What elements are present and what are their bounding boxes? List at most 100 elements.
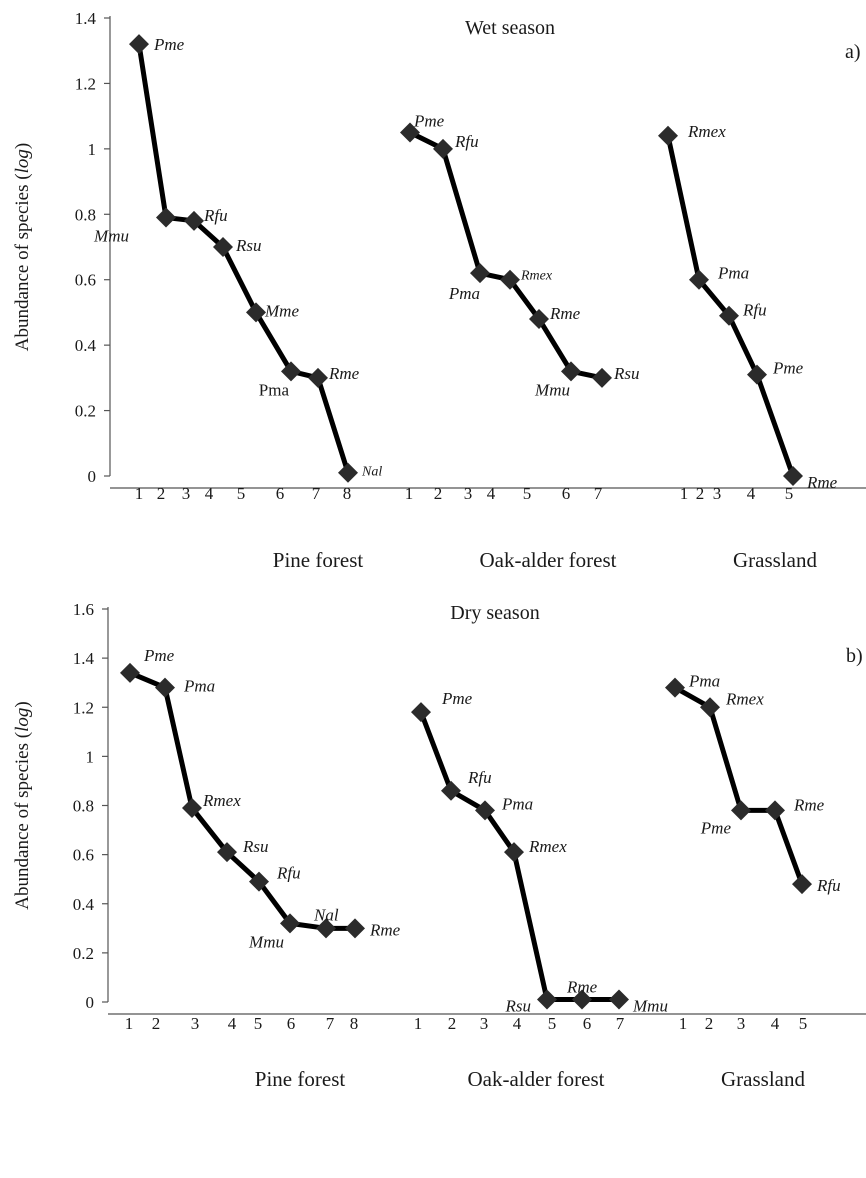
data-point-marker [345, 918, 365, 939]
data-point-marker [792, 874, 812, 895]
data-point-marker [475, 800, 495, 821]
group-label: Pine forest [273, 548, 364, 572]
x-tick-label: 2 [696, 484, 705, 503]
x-tick-label: 5 [785, 484, 794, 503]
data-point-marker [246, 302, 266, 323]
data-point-marker [120, 662, 140, 683]
x-tick-label: 1 [135, 484, 144, 503]
data-point-label: Rfu [276, 864, 301, 883]
data-point-label: Rsu [505, 997, 532, 1016]
data-point-marker [572, 989, 592, 1010]
series-line [673, 685, 805, 885]
y-tick-label: 1.6 [73, 600, 94, 619]
data-point-label: Nal [313, 905, 339, 924]
data-point-marker [441, 780, 461, 801]
data-point-marker [500, 269, 520, 290]
series-pine-forest: 1 2 3 4 5 6 7 8 Pine forest Pme Pma Rmex Rsu Rfu Mmu Na… [120, 646, 401, 1091]
y-tick-label: 0.4 [75, 336, 97, 355]
x-tick-label: 3 [713, 484, 722, 503]
data-point-label: Pma [717, 264, 749, 283]
x-tick-label: 3 [480, 1014, 489, 1033]
data-point-label: Rme [549, 304, 581, 323]
data-point-marker [280, 913, 300, 934]
data-point-label: Rme [328, 364, 360, 383]
data-point-label: Pma [259, 380, 290, 399]
y-axis-label-close: ) [12, 701, 33, 707]
chart-panel-b: 0 0.2 0.4 0.6 0.8 1 1.2 1.4 1.6 Abundance of spec… [12, 600, 866, 1091]
y-axis-label-main: Abundance of species ( [12, 732, 33, 910]
data-point-marker [213, 237, 233, 257]
data-point-marker [700, 697, 720, 718]
data-point-label: Pma [501, 794, 533, 813]
data-point-marker [411, 702, 431, 723]
y-tick-label: 0.4 [73, 895, 95, 914]
y-axis-label: Abundance of species (log) [12, 143, 33, 351]
group-label: Pine forest [255, 1067, 346, 1091]
x-tick-label: 6 [287, 1014, 296, 1033]
data-point-marker [765, 800, 785, 821]
data-point-marker [156, 207, 176, 228]
data-point-marker [217, 842, 237, 863]
y-tick-label: 0.2 [73, 944, 94, 963]
x-tick-label: 1 [680, 484, 689, 503]
x-tick-label: 4 [228, 1014, 237, 1033]
data-point-marker [689, 269, 709, 290]
data-point-label: Pme [153, 35, 185, 54]
data-point-marker [592, 367, 612, 388]
data-point-label: Mmu [632, 997, 668, 1016]
x-tick-label: 5 [799, 1014, 808, 1033]
x-tick-label: 7 [616, 1014, 625, 1033]
data-point-label: Rme [793, 795, 825, 814]
x-tick-label: 2 [448, 1014, 457, 1033]
x-tick-label: 1 [405, 484, 414, 503]
data-point-marker [281, 361, 301, 382]
data-point-label: Rmex [528, 837, 567, 856]
group-label: Grassland [721, 1067, 805, 1091]
data-point-label: Rfu [203, 206, 228, 225]
data-point-marker [400, 122, 420, 143]
data-point-label: Pme [772, 359, 804, 378]
series-line [136, 43, 351, 474]
data-point-marker [537, 989, 557, 1010]
chart-title: Wet season [465, 17, 555, 39]
chart-panel-a: 0 0.2 0.4 0.6 0.8 1 1.2 1.4 Abundance of species… [12, 9, 866, 572]
series-oak-alder-forest: 1 2 3 4 5 6 7 Oak-alder forest Pme Rfu Pma Rmex Rme M… [400, 112, 640, 572]
group-label: Oak-alder forest [467, 1067, 604, 1091]
y-axis-label-log: log [12, 708, 33, 732]
x-tick-label: 1 [125, 1014, 134, 1033]
data-point-label: Rme [369, 920, 401, 939]
y-axis-label: Abundance of species (log) [12, 701, 33, 909]
data-point-label: Rfu [467, 768, 492, 787]
x-tick-label: 7 [312, 484, 321, 503]
x-tick-label: 2 [434, 484, 443, 503]
y-tick-label: 0.8 [73, 797, 94, 816]
y-axis-label-close: ) [12, 143, 33, 149]
x-tick-label: 6 [562, 484, 571, 503]
group-label: Grassland [733, 548, 817, 572]
data-point-marker [433, 138, 453, 159]
data-point-label: Rme [566, 978, 598, 997]
data-point-marker [129, 34, 149, 55]
y-tick-label: 1.2 [75, 74, 96, 93]
x-tick-label: 1 [679, 1014, 688, 1033]
data-point-label: Pme [700, 818, 732, 837]
data-point-label: Rfu [816, 876, 841, 895]
data-point-label: Rmex [687, 122, 726, 141]
x-tick-label: 4 [771, 1014, 780, 1033]
data-point-label: Mme [264, 301, 299, 320]
panel-tag: a) [845, 41, 861, 63]
data-point-marker [665, 677, 685, 698]
x-tick-label: 8 [343, 484, 352, 503]
x-tick-label: 3 [182, 484, 191, 503]
series-oak-alder-forest: 1 2 3 4 5 6 7 Oak-alder forest Pme Rfu Pma Rmex Rsu R… [411, 689, 668, 1091]
x-tick-label: 5 [523, 484, 532, 503]
x-tick-label: 6 [583, 1014, 592, 1033]
y-tick-label: 0.2 [75, 402, 96, 421]
x-tick-label: 3 [464, 484, 473, 503]
x-tick-label: 4 [513, 1014, 522, 1033]
data-point-label: Mmu [248, 932, 284, 951]
data-point-label: Rme [806, 473, 838, 492]
data-point-marker [338, 462, 358, 483]
x-tick-label: 3 [737, 1014, 746, 1033]
x-tick-label: 7 [594, 484, 603, 503]
